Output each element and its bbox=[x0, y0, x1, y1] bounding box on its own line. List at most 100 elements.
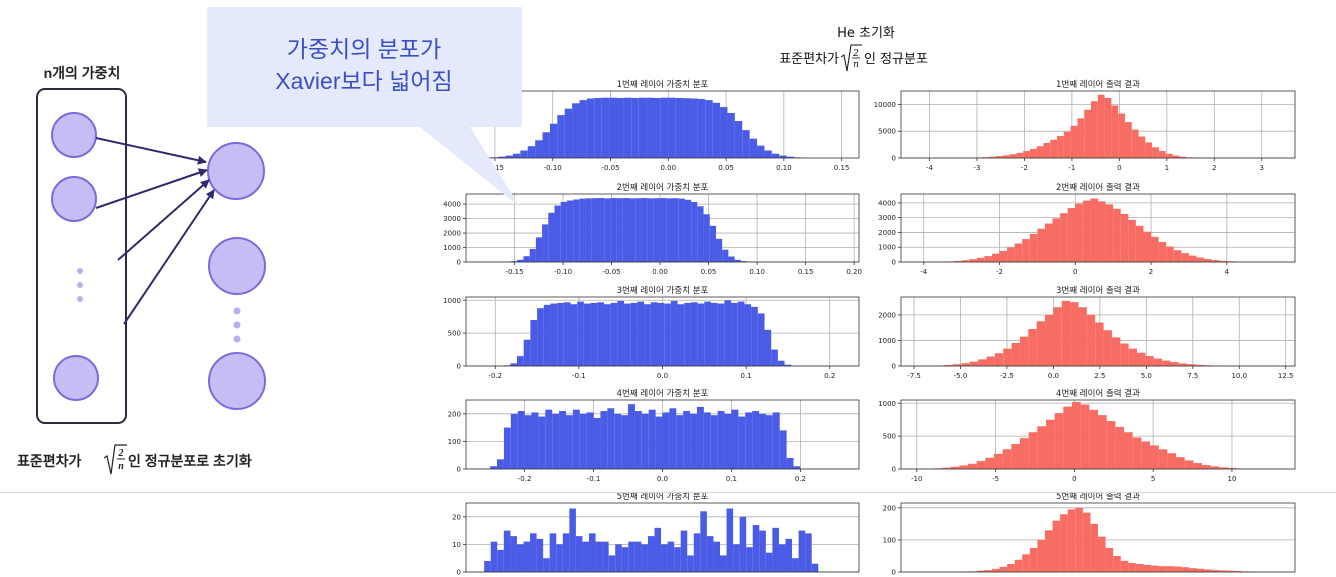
histogram-bar bbox=[696, 406, 704, 469]
histogram-bar bbox=[524, 415, 532, 469]
histogram-bar bbox=[543, 304, 551, 366]
histogram-bar bbox=[1036, 321, 1046, 366]
histogram-bar bbox=[798, 530, 806, 572]
histogram-bar bbox=[560, 201, 567, 262]
histogram-bar bbox=[953, 364, 962, 366]
histogram-bar bbox=[1053, 307, 1062, 366]
histogram-bar bbox=[1187, 364, 1196, 366]
histogram-bar bbox=[757, 145, 765, 158]
histogram-bar bbox=[577, 301, 584, 366]
histogram-bar bbox=[792, 558, 799, 572]
histogram-bar bbox=[595, 541, 603, 572]
histogram-bar bbox=[1131, 129, 1139, 158]
histogram-bar bbox=[771, 153, 780, 158]
histogram-bar bbox=[545, 409, 553, 469]
histogram-bar bbox=[1029, 233, 1038, 262]
histogram-bar bbox=[941, 467, 951, 469]
histogram-bar bbox=[647, 198, 654, 262]
histogram-bar bbox=[648, 409, 656, 469]
histogram-bar bbox=[1070, 125, 1078, 158]
histogram-bar bbox=[717, 303, 725, 366]
histogram-bar bbox=[1063, 406, 1072, 469]
histogram-bar bbox=[629, 198, 636, 262]
histogram-bar bbox=[1011, 444, 1020, 469]
histogram-bar bbox=[785, 538, 793, 572]
histogram-bar bbox=[1061, 300, 1071, 366]
histogram-bar bbox=[1023, 151, 1030, 158]
y-tick-label: 100 bbox=[883, 536, 896, 544]
histogram-bar bbox=[530, 320, 538, 366]
histogram-bar bbox=[1022, 239, 1030, 262]
histogram-bar bbox=[520, 150, 528, 158]
ellipsis-dot bbox=[233, 335, 241, 343]
histogram-bar bbox=[737, 301, 745, 366]
histogram-bar bbox=[566, 200, 574, 262]
histogram-bar bbox=[961, 260, 970, 262]
histogram-bar bbox=[1071, 401, 1081, 469]
output-neuron-n bbox=[208, 352, 266, 410]
y-tick-label: 3000 bbox=[443, 215, 461, 223]
histogram-bar bbox=[982, 157, 990, 158]
histogram-bar bbox=[991, 253, 1000, 262]
x-tick-label: 4 bbox=[1225, 268, 1230, 276]
histogram-bar bbox=[786, 457, 794, 469]
histogram-bar bbox=[738, 416, 746, 469]
axes-frame bbox=[900, 90, 1296, 159]
y-tick-label: 100 bbox=[448, 438, 461, 446]
histogram-bar bbox=[1181, 567, 1189, 572]
histogram-bar bbox=[569, 508, 576, 572]
ellipsis-dot bbox=[77, 268, 83, 274]
histogram-bar bbox=[1022, 554, 1030, 572]
y-tick-label: 3000 bbox=[878, 214, 896, 222]
histogram-bar bbox=[733, 544, 740, 572]
histogram-bar bbox=[1172, 155, 1180, 158]
histogram-bar bbox=[653, 198, 661, 262]
x-tick-label: -2 bbox=[996, 268, 1003, 276]
histogram-bar bbox=[1181, 253, 1189, 262]
histogram-bar bbox=[1090, 523, 1098, 572]
histogram-bar bbox=[1106, 421, 1116, 469]
histogram-bar bbox=[586, 412, 594, 469]
histogram-bar bbox=[727, 112, 735, 158]
init-caption-suffix: 인 정규분포로 초기화 bbox=[128, 453, 252, 469]
histogram-bar bbox=[616, 198, 623, 262]
histogram-bar bbox=[697, 206, 704, 262]
chart-title: 4번째 레이어 출력 결과 bbox=[1056, 388, 1140, 399]
histogram-bar bbox=[1014, 243, 1023, 262]
histogram-bar bbox=[734, 259, 741, 262]
x-tick-label: 2 bbox=[1149, 268, 1153, 276]
histogram-bar bbox=[744, 304, 752, 366]
y-tick-label: 0 bbox=[892, 259, 896, 267]
histogram-bar bbox=[710, 302, 718, 366]
histogram-bar bbox=[1165, 153, 1173, 158]
histogram-bar bbox=[662, 412, 670, 469]
histogram-bar bbox=[1105, 204, 1114, 262]
histogram-bar bbox=[1178, 363, 1188, 366]
histogram-bar bbox=[684, 302, 691, 366]
histogram-bar bbox=[536, 538, 544, 572]
histogram-bar bbox=[510, 536, 517, 572]
histogram-bar bbox=[950, 466, 960, 469]
histogram-bar bbox=[548, 212, 555, 262]
histogram-bar bbox=[603, 304, 611, 366]
x-tick-label: -5.0 bbox=[954, 372, 968, 380]
histogram-bar bbox=[550, 303, 558, 366]
input-neuron-1 bbox=[51, 112, 97, 158]
y-tick-label: 20 bbox=[452, 513, 461, 521]
histogram-bar bbox=[1124, 432, 1133, 469]
histogram-bar bbox=[517, 411, 525, 469]
histogram-bar bbox=[616, 97, 624, 158]
input-neuron-2 bbox=[51, 176, 97, 222]
histogram-panel: 2번째 레이어 가중치 분포 -0.15 -0.10 -0.05 0.00 0.05 0.1… bbox=[443, 182, 862, 276]
histogram-bar bbox=[778, 544, 786, 572]
histogram-bar bbox=[1095, 322, 1104, 366]
histogram-bar bbox=[969, 259, 977, 262]
histogram-bar bbox=[1219, 260, 1227, 262]
histogram-bar bbox=[680, 530, 688, 572]
histogram-bar bbox=[734, 121, 743, 158]
histogram-bar bbox=[1143, 231, 1152, 262]
y-tick-label: 0 bbox=[892, 155, 896, 163]
x-tick-label: -10 bbox=[911, 475, 922, 483]
histogram-bar bbox=[617, 300, 625, 366]
callout-line-2: Xavier보다 넓어짐 bbox=[275, 68, 452, 94]
